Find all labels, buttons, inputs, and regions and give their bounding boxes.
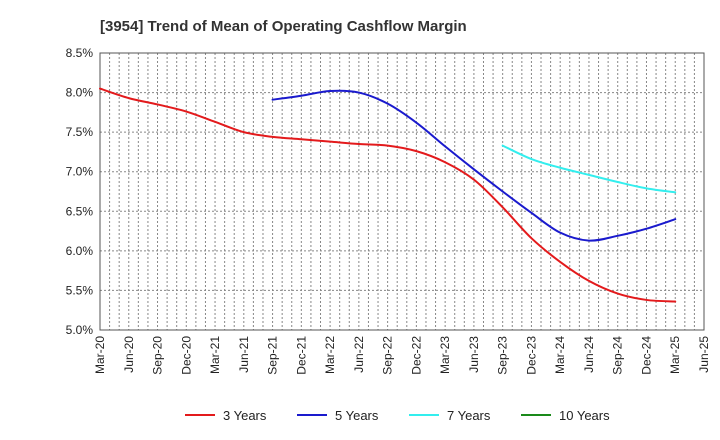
y-tick-label: 6.5%	[66, 204, 94, 218]
x-tick-label: Dec-24	[639, 336, 653, 375]
y-tick-label: 5.0%	[66, 323, 94, 337]
x-tick-label: Sep-21	[266, 336, 280, 375]
x-tick-label: Jun-20	[122, 336, 136, 373]
x-tick-label: Sep-22	[381, 336, 395, 375]
chart-title: [3954] Trend of Mean of Operating Cashfl…	[100, 18, 467, 35]
y-tick-label: 8.0%	[66, 86, 94, 100]
legend: 3 Years 5 Years 7 Years 10 Years	[185, 408, 610, 423]
y-tick-label: 5.5%	[66, 283, 94, 297]
series-line-5-years	[271, 89, 677, 242]
x-tick-label: Jun-24	[582, 336, 596, 373]
x-tick-label: Jun-22	[352, 336, 366, 373]
y-tick-label: 7.5%	[66, 125, 94, 139]
x-tick-label: Dec-22	[409, 336, 423, 375]
x-tick-label: Jun-21	[237, 336, 251, 373]
y-tick-label: 8.5%	[66, 46, 94, 60]
y-axis-ticks: 8.5% 8.0% 7.5% 7.0% 6.5% 6.0% 5.5% 5.0%	[66, 46, 94, 337]
x-tick-label: Jun-25	[697, 336, 711, 373]
plot-border	[99, 52, 705, 331]
x-tick-label: Sep-23	[496, 336, 510, 375]
x-tick-label: Mar-21	[208, 336, 222, 374]
legend-label-5-years: 5 Years	[335, 408, 379, 423]
x-tick-label: Dec-20	[179, 336, 193, 375]
legend-label-7-years: 7 Years	[447, 408, 491, 423]
legend-label-3-years: 3 Years	[223, 408, 267, 423]
x-tick-label: Jun-23	[467, 336, 481, 373]
x-tick-label: Mar-25	[668, 336, 682, 374]
series-line-3-years	[99, 87, 677, 303]
x-tick-label: Dec-23	[524, 336, 538, 375]
x-tick-label: Sep-20	[151, 336, 165, 375]
x-tick-label: Mar-22	[323, 336, 337, 374]
x-tick-label: Mar-24	[553, 336, 567, 374]
plot-area	[100, 53, 704, 330]
legend-label-10-years: 10 Years	[559, 408, 610, 423]
x-axis-ticks: Mar-20 Jun-20 Sep-20 Dec-20 Mar-21 Jun-21 Sep-…	[93, 336, 711, 375]
x-tick-label: Dec-21	[294, 336, 308, 375]
y-tick-label: 7.0%	[66, 165, 94, 179]
grid-layer	[100, 53, 704, 330]
y-tick-label: 6.0%	[66, 244, 94, 258]
x-tick-label: Mar-23	[438, 336, 452, 374]
series-layer	[99, 87, 677, 303]
series-line-7-years	[501, 144, 677, 194]
x-tick-label: Mar-20	[93, 336, 107, 374]
x-tick-label: Sep-24	[611, 336, 625, 375]
